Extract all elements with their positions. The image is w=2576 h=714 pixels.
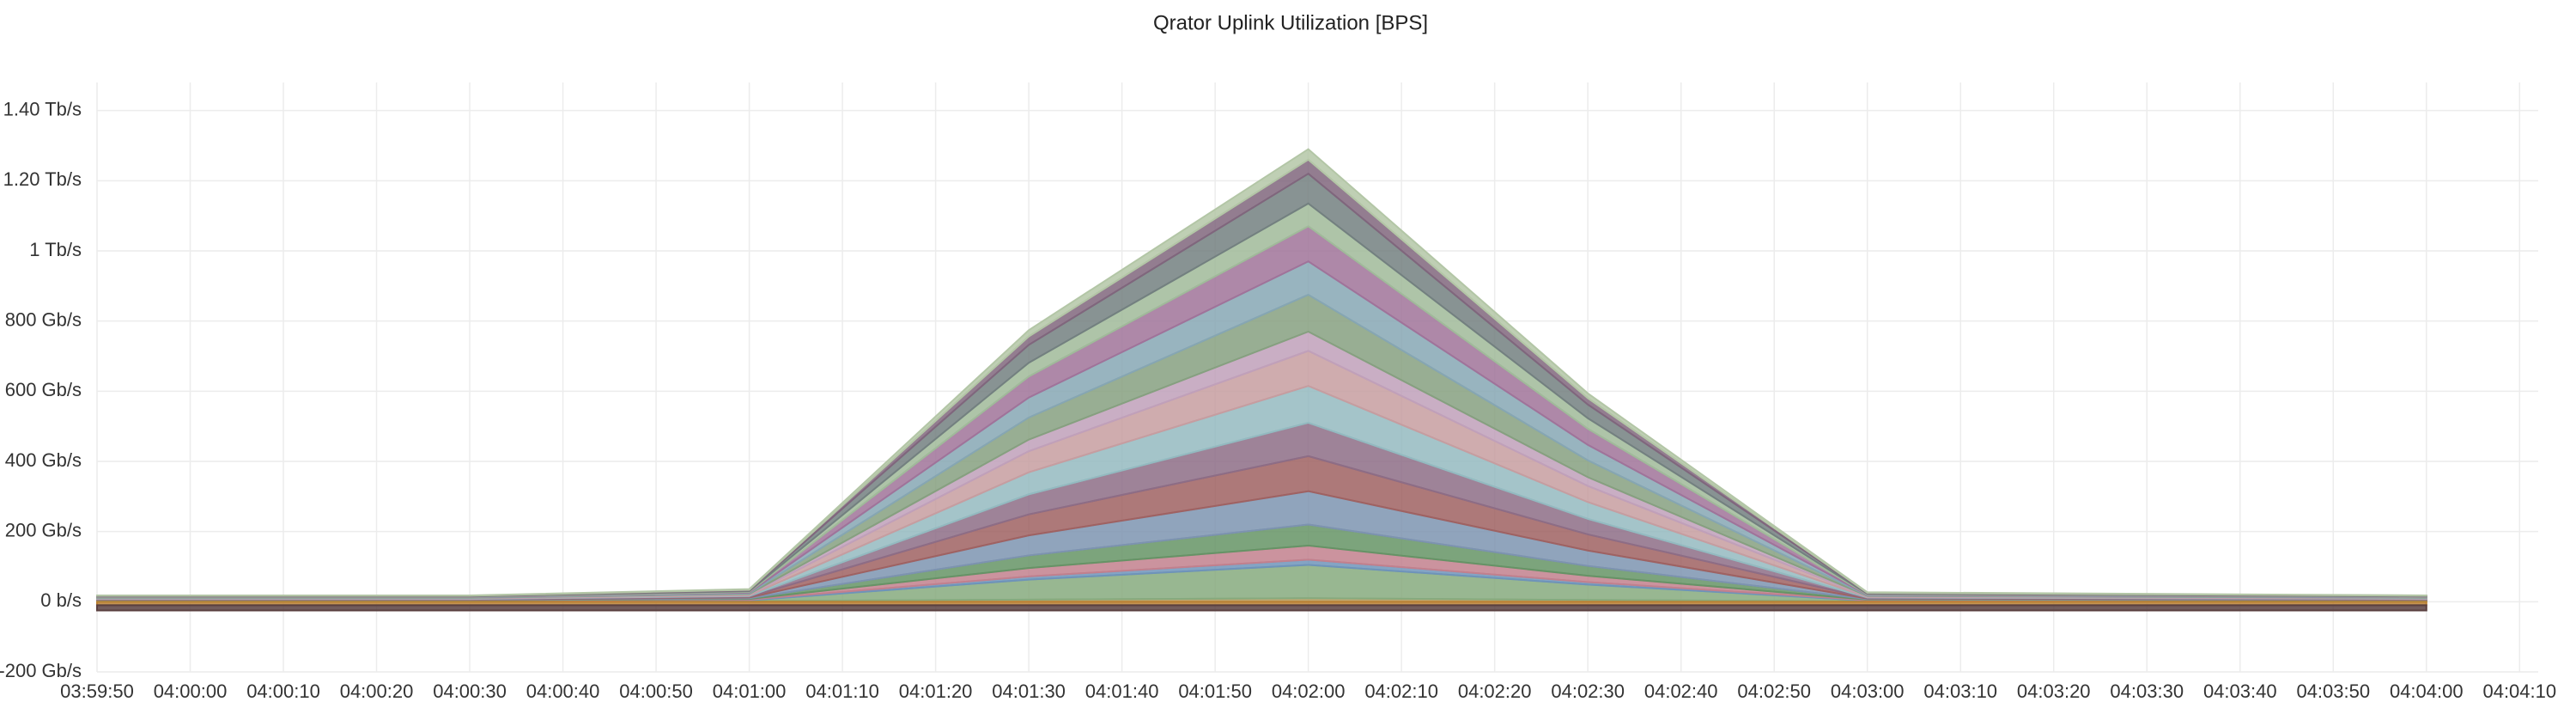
x-tick-label: 04:03:50 <box>2296 680 2370 702</box>
y-tick-label: 400 Gb/s <box>5 449 82 471</box>
x-tick-label: 04:02:40 <box>1644 680 1718 702</box>
x-tick-label: 04:04:10 <box>2482 680 2556 702</box>
y-tick-label: 0 b/s <box>40 589 82 611</box>
x-tick-label: 04:00:50 <box>619 680 693 702</box>
y-tick-label: -200 Gb/s <box>0 660 82 681</box>
area <box>96 148 2427 597</box>
x-tick-label: 04:01:20 <box>899 680 973 702</box>
x-tick-label: 04:00:00 <box>154 680 228 702</box>
x-tick-label: 04:03:40 <box>2203 680 2277 702</box>
x-tick-label: 04:01:40 <box>1085 680 1159 702</box>
x-tick-label: 04:01:50 <box>1178 680 1252 702</box>
y-tick-label: 1.40 Tb/s <box>3 98 82 119</box>
x-tick-label: 04:01:30 <box>992 680 1066 702</box>
x-tick-label: 04:00:30 <box>433 680 507 702</box>
area <box>96 604 2427 612</box>
x-tick-label: 04:03:20 <box>2017 680 2091 702</box>
x-tick-label: 04:00:20 <box>340 680 414 702</box>
x-tick-label: 04:02:10 <box>1364 680 1438 702</box>
x-tick-label: 04:02:20 <box>1458 680 1532 702</box>
chart-title: Qrator Uplink Utilization [BPS] <box>1153 11 1428 34</box>
x-tick-label: 04:03:00 <box>1831 680 1905 702</box>
x-tick-label: 04:02:50 <box>1737 680 1811 702</box>
x-tick-label: 04:04:00 <box>2390 680 2464 702</box>
x-tick-label: 04:03:10 <box>1923 680 1997 702</box>
x-tick-label: 04:00:40 <box>526 680 600 702</box>
y-tick-label: 600 Gb/s <box>5 379 82 400</box>
x-tick-label: 03:59:50 <box>60 680 134 702</box>
y-tick-label: 200 Gb/s <box>5 519 82 540</box>
x-tick-label: 04:00:10 <box>246 680 320 702</box>
x-tick-label: 04:01:10 <box>805 680 879 702</box>
x-tick-label: 04:02:00 <box>1272 680 1346 702</box>
y-tick-label: 1 Tb/s <box>29 239 82 260</box>
y-tick-label: 800 Gb/s <box>5 308 82 330</box>
y-tick-label: 1.20 Tb/s <box>3 168 82 190</box>
x-tick-label: 04:01:00 <box>713 680 787 702</box>
x-tick-label: 04:02:30 <box>1551 680 1625 702</box>
x-tick-label: 04:03:30 <box>2110 680 2184 702</box>
